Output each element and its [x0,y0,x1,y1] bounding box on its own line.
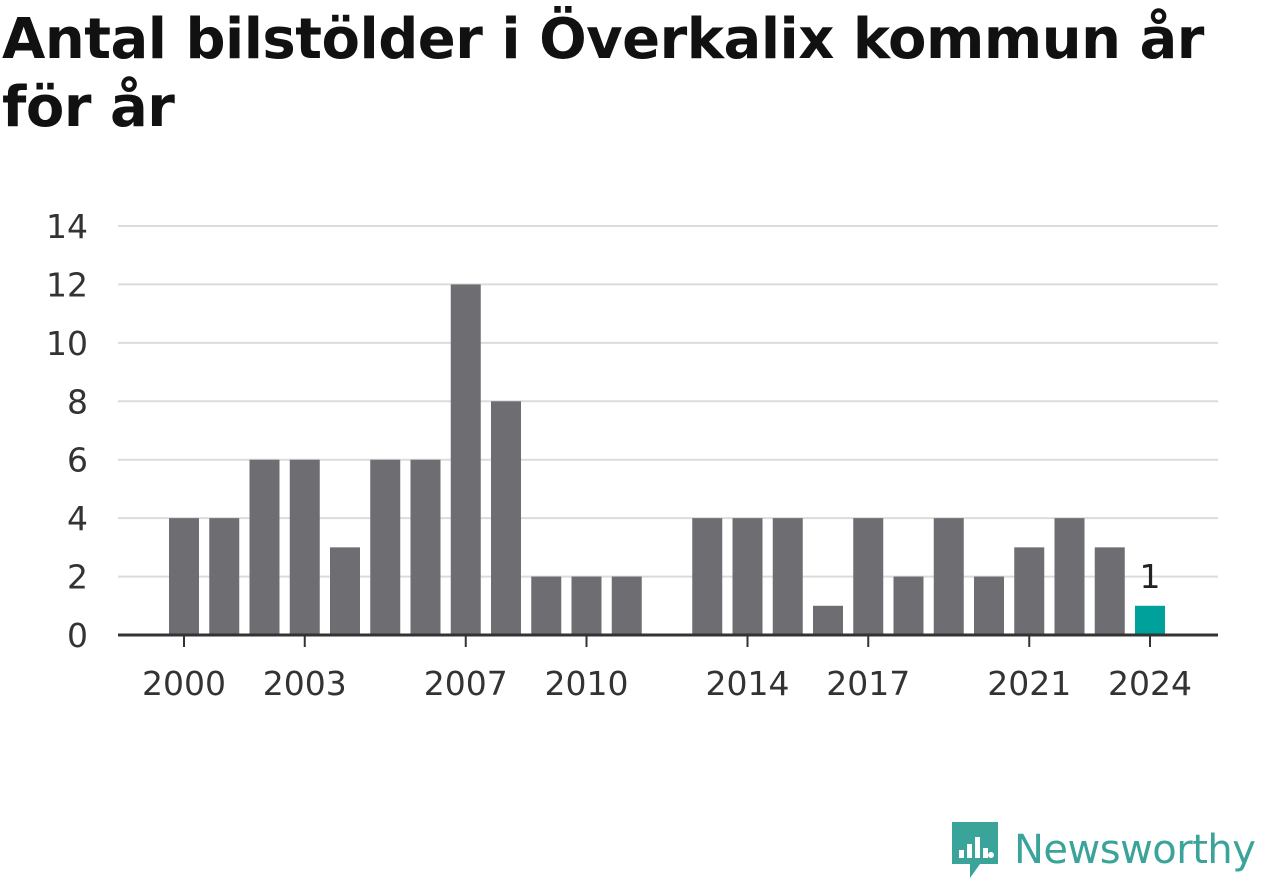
y-tick-label: 8 [67,382,88,421]
bar-2001 [209,518,240,635]
bar-2022 [1054,518,1085,635]
bar-2003 [289,459,320,635]
y-tick-label: 6 [67,441,88,480]
bar-2004 [330,547,360,635]
y-tick-label: 14 [46,207,88,246]
bar-2016 [813,605,843,635]
bar-2015 [772,518,803,635]
bar-2020 [974,576,1004,635]
bar-2006 [410,459,441,635]
bar-2021 [1014,547,1045,635]
x-tick-label: 2014 [706,664,790,703]
x-tick-label: 2024 [1108,664,1192,703]
bar-2011 [611,576,642,635]
y-axis-ticks: 0 2 4 6 8 10 12 14 [46,207,88,655]
bar-2000 [169,518,199,635]
bar-2024 [1135,605,1165,635]
logo-text: Newsworthy [1014,827,1256,873]
bar-2013 [692,518,723,635]
y-tick-label: 2 [67,558,88,597]
bar-2023 [1094,547,1125,635]
newsworthy-logo: Newsworthy [950,820,1256,880]
x-tick-label: 2010 [545,664,629,703]
bar-2009 [531,576,562,635]
x-tick-label: 2000 [142,664,226,703]
y-tick-label: 10 [46,324,88,363]
bar-2019 [933,518,964,635]
bar-2002 [249,459,280,635]
newsworthy-bar-chart-icon [952,822,998,878]
x-tick-label: 2017 [826,664,910,703]
x-tick-label: 2021 [987,664,1071,703]
y-tick-label: 0 [67,616,88,655]
y-tick-label: 4 [67,499,88,538]
bar-2008 [491,401,521,635]
y-tick-label: 12 [46,265,88,304]
x-axis-ticks: 2000 2003 2007 2010 2014 2017 2021 2024 [142,635,1192,703]
bar-2010 [571,576,602,635]
data-labels: 1 [1140,557,1161,596]
bar-2007 [450,284,481,635]
bar-2014 [732,518,763,635]
bar-2005 [370,459,401,635]
chart-title: Antal bilstölder i Överkalix kommun år f… [2,7,1204,140]
bar-2017 [853,518,884,635]
x-tick-label: 2003 [263,664,347,703]
bars [169,284,1165,635]
bar-2018 [893,576,924,635]
gridlines [118,225,1218,578]
data-label-2024: 1 [1140,557,1161,596]
x-tick-label: 2007 [424,664,508,703]
